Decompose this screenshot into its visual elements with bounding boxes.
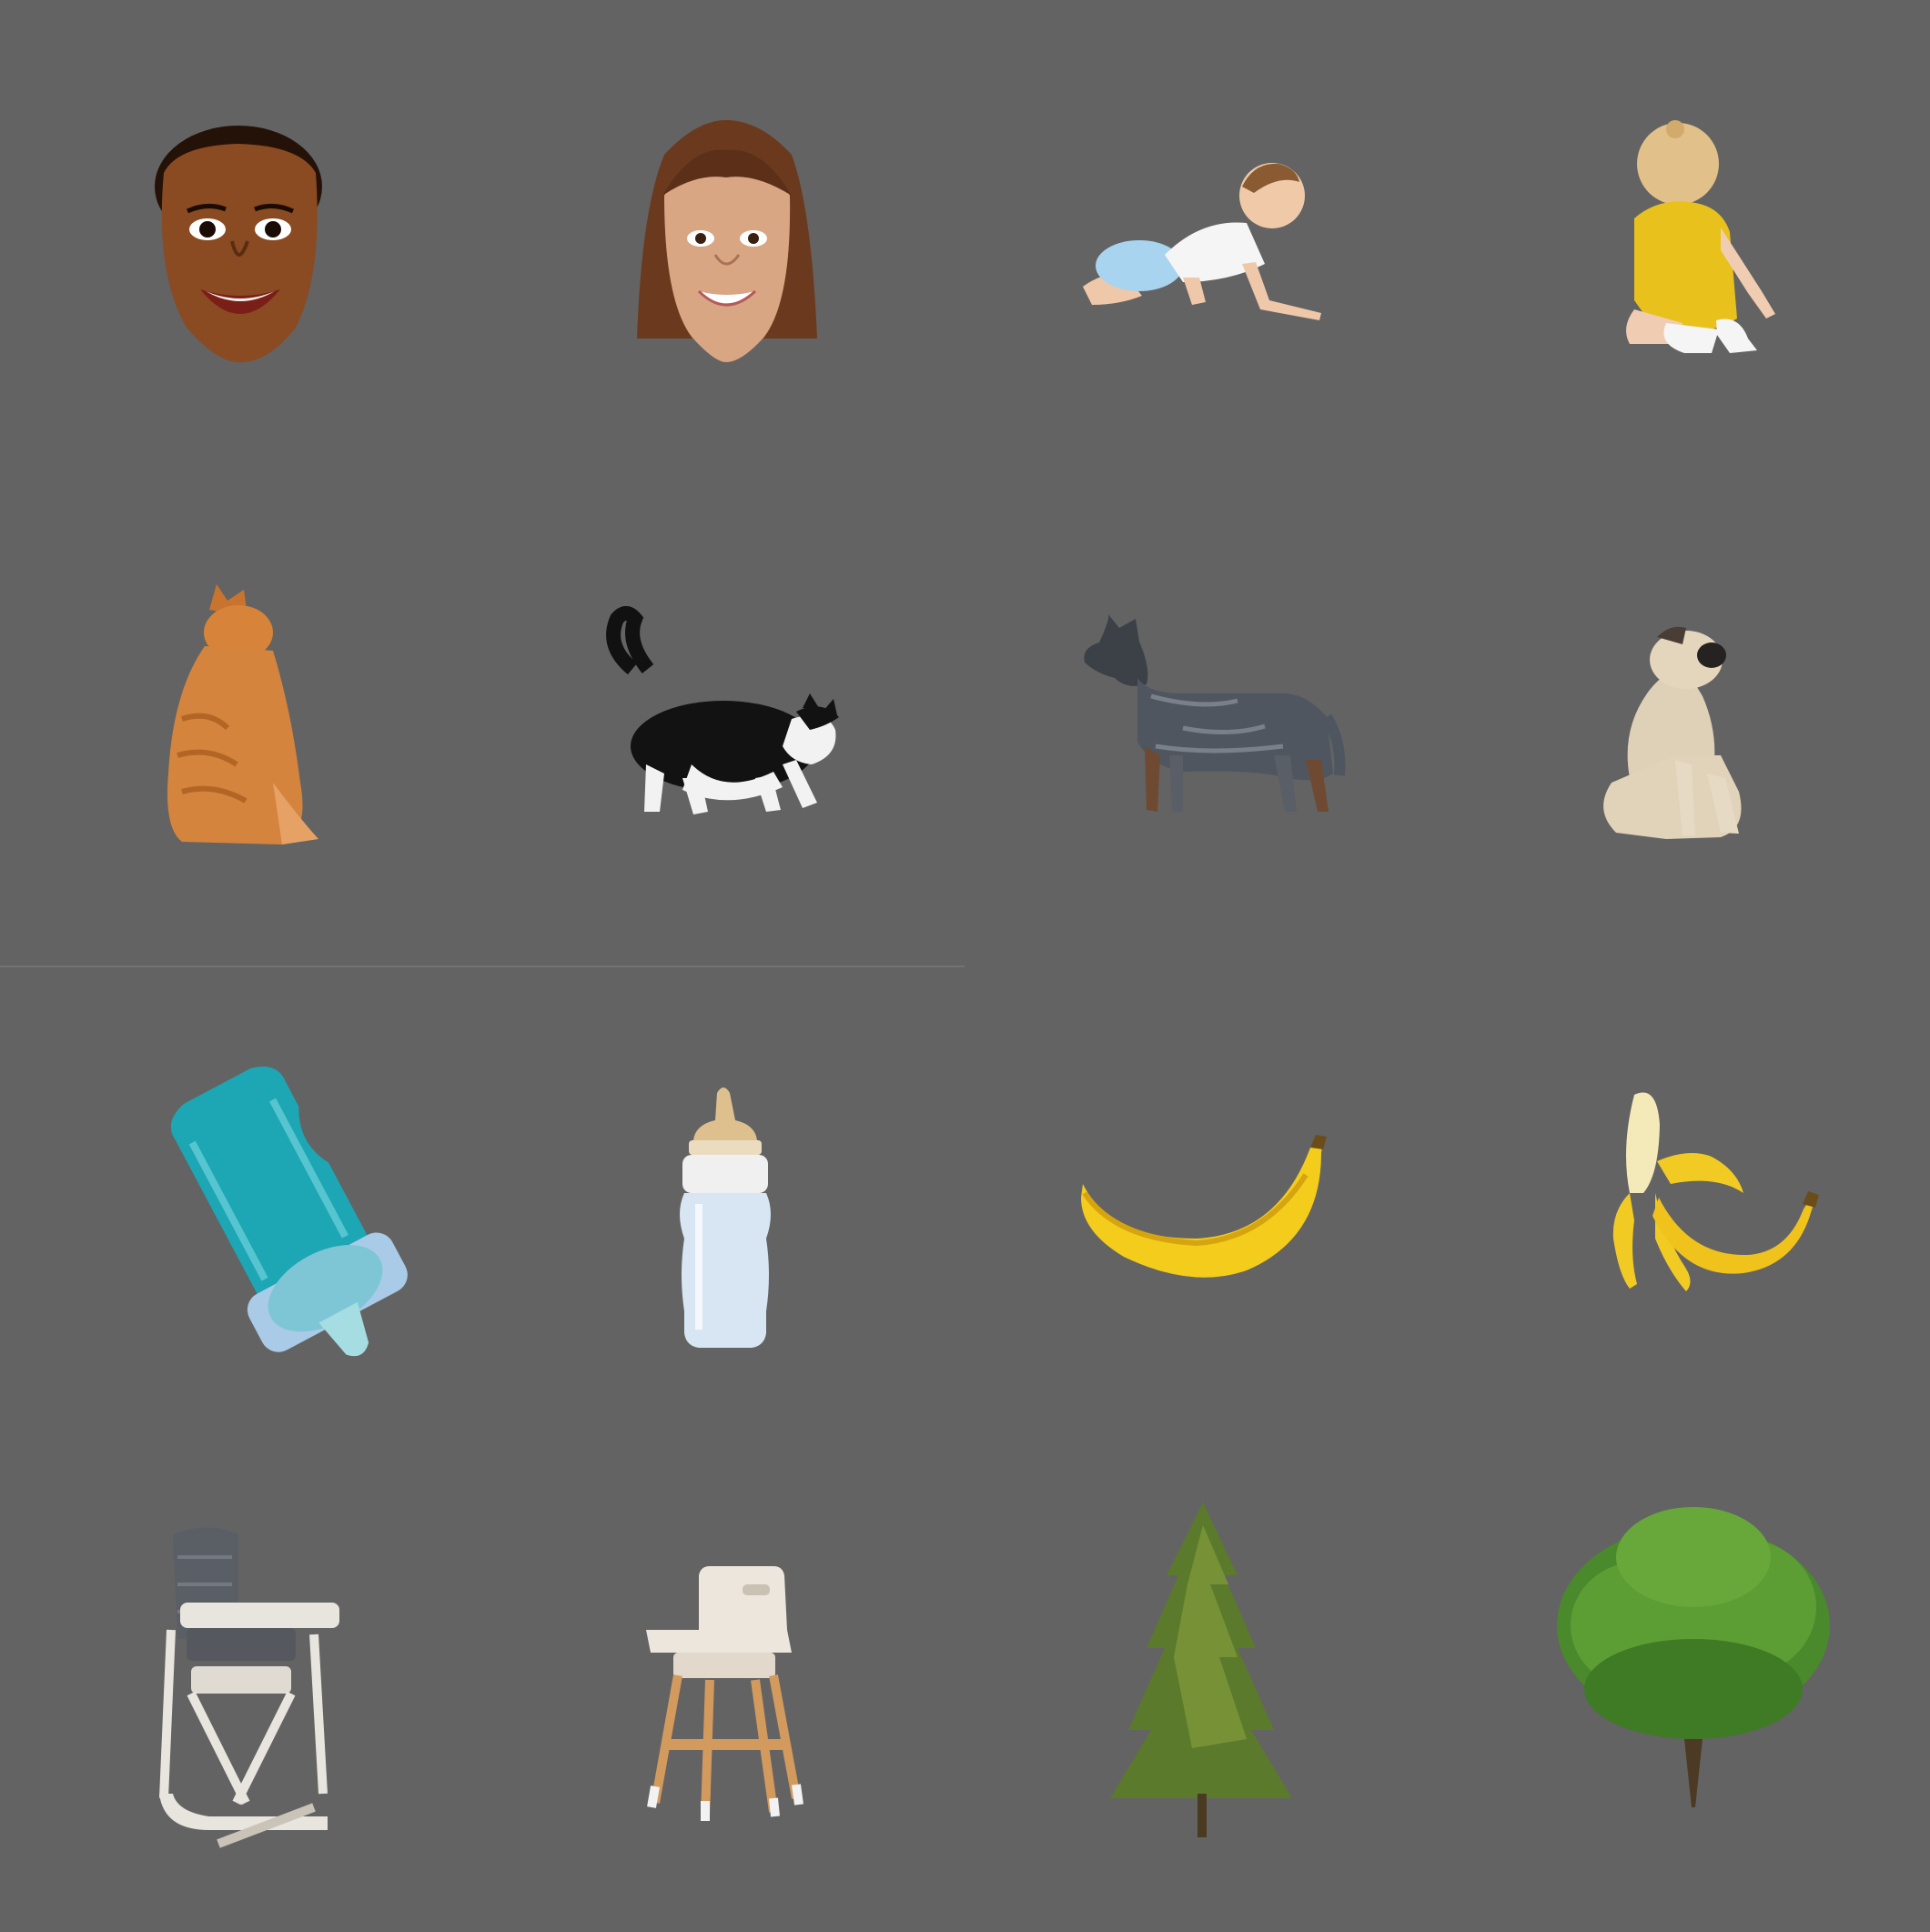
oak-tree-image	[1557, 1507, 1830, 1807]
stimulus-pine-tree	[965, 1448, 1447, 1930]
stimulus-blue-heeler-dog-standing	[965, 482, 1447, 965]
stimulus-smiling-woman-long-hair-face	[482, 0, 965, 482]
stimulus-clear-baby-bottle	[482, 966, 965, 1448]
orange-tabby-cat-sitting-image	[167, 584, 318, 845]
crawling-baby-image	[1083, 163, 1321, 320]
black-white-cat-walking-image	[606, 606, 839, 814]
sitting-baby-yellow-onesie-image	[1626, 120, 1775, 353]
peeled-banana-image	[1612, 1092, 1819, 1291]
row-divider	[0, 966, 965, 967]
smiling-woman-face-image	[155, 126, 322, 363]
stimulus-black-white-cat-walking	[482, 482, 965, 965]
stimulus-oak-tree	[1448, 1448, 1930, 1930]
pug-sitting-image	[1603, 626, 1742, 839]
whole-banana-image	[1081, 1135, 1327, 1278]
stimulus-pug-sitting	[1448, 482, 1930, 965]
stimulus-crawling-baby	[965, 0, 1447, 482]
stimulus-orange-tabby-cat-sitting	[0, 482, 482, 965]
smiling-woman-long-hair-face-image	[637, 120, 817, 362]
stimulus-whole-banana	[965, 966, 1447, 1448]
teal-baby-bottle-image	[170, 1066, 408, 1357]
stimulus-sitting-baby-yellow-onesie	[1448, 0, 1930, 482]
grey-high-chair-image	[159, 1527, 339, 1848]
wooden-high-chair-image	[646, 1566, 803, 1821]
blue-heeler-dog-standing-image	[1084, 614, 1346, 812]
stimulus-teal-baby-bottle	[0, 966, 482, 1448]
stimulus-smiling-woman-face	[0, 0, 482, 482]
stimulus-peeled-banana	[1448, 966, 1930, 1448]
stimulus-wooden-high-chair	[482, 1448, 965, 1930]
stimulus-grey-high-chair	[0, 1448, 482, 1930]
pine-tree-image	[1110, 1502, 1292, 1837]
clear-baby-bottle-image	[680, 1087, 771, 1348]
